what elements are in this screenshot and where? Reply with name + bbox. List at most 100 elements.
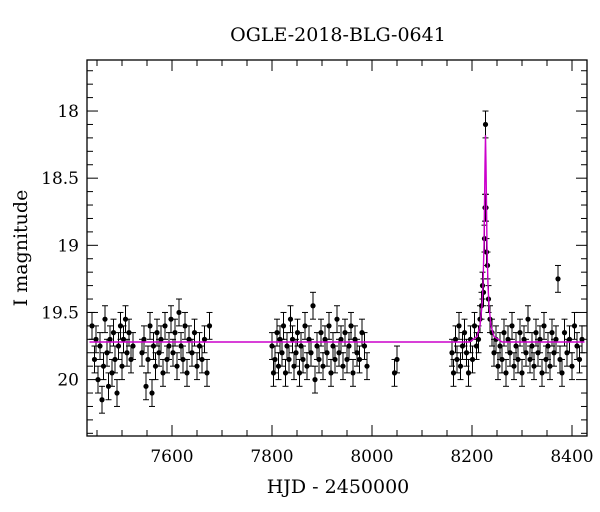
point-marker [107, 336, 113, 342]
point-marker [515, 356, 521, 363]
point-marker [99, 397, 105, 403]
data-point [272, 345, 278, 374]
point-marker [354, 350, 360, 356]
data-point [454, 345, 460, 374]
y-tick-label: 19 [57, 236, 79, 256]
data-point [141, 325, 147, 354]
data-point [300, 345, 306, 374]
data-point [160, 358, 166, 387]
data-point [168, 305, 174, 334]
point-marker [204, 370, 210, 376]
data-point [308, 338, 314, 367]
point-marker [150, 343, 157, 349]
point-marker [566, 336, 573, 342]
point-marker [449, 350, 455, 356]
point-marker [326, 323, 332, 329]
point-marker [529, 343, 535, 349]
data-point [547, 352, 553, 381]
point-marker [280, 323, 287, 329]
point-marker [289, 336, 296, 342]
point-marker [456, 323, 462, 329]
data-point [334, 305, 340, 334]
y-tick-label: 18 [57, 102, 79, 122]
point-marker [93, 336, 99, 342]
point-marker [519, 370, 525, 376]
chart-title: OGLE-2018-BLG-0641 [230, 24, 446, 46]
point-marker [346, 343, 352, 349]
point-marker [302, 323, 308, 329]
point-marker [537, 336, 543, 342]
point-marker [154, 330, 160, 336]
data-point [350, 358, 356, 387]
x-tick-label: 8000 [350, 447, 393, 467]
point-marker [191, 330, 198, 336]
data-point [318, 318, 324, 347]
point-marker [495, 363, 501, 369]
data-point [541, 311, 547, 340]
point-marker [571, 323, 578, 329]
data-point [204, 358, 210, 387]
point-marker [170, 350, 176, 356]
data-point [525, 305, 531, 334]
plot-frame [86, 59, 588, 437]
data-point [91, 345, 98, 374]
point-marker [110, 330, 117, 336]
point-marker [91, 356, 98, 363]
point-marker [533, 330, 539, 336]
point-marker [454, 356, 460, 363]
point-marker [523, 350, 529, 356]
point-marker [300, 356, 306, 363]
data-point [114, 379, 120, 407]
point-marker [457, 363, 464, 369]
point-marker [141, 336, 147, 342]
point-marker [308, 350, 314, 356]
point-marker [465, 370, 472, 376]
model-curve [89, 135, 585, 343]
x-tick-label: 7600 [150, 447, 193, 467]
data-point [107, 325, 113, 354]
data-point [99, 385, 105, 414]
data-point [559, 358, 565, 387]
point-marker [364, 363, 370, 369]
point-marker [507, 350, 513, 356]
point-marker [482, 121, 489, 128]
point-marker [559, 370, 565, 376]
data-point [147, 311, 153, 340]
point-marker [324, 350, 330, 356]
point-marker [318, 330, 324, 336]
point-marker [275, 363, 282, 369]
point-marker [147, 323, 153, 329]
data-point [201, 325, 208, 354]
data-point [122, 305, 129, 334]
data-point [356, 345, 363, 374]
point-marker [130, 343, 136, 349]
point-marker [100, 363, 107, 369]
data-point [482, 110, 489, 139]
point-marker [126, 330, 132, 336]
point-marker [499, 356, 505, 363]
data-point [312, 365, 318, 394]
data-point [364, 352, 370, 381]
data-point [509, 311, 515, 340]
point-marker [287, 316, 294, 322]
data-point [293, 338, 299, 367]
point-marker [162, 323, 168, 329]
point-marker [361, 343, 368, 349]
point-marker [172, 330, 178, 336]
data-point [174, 352, 180, 381]
data-point [569, 352, 575, 381]
data-point [523, 338, 529, 367]
point-marker [569, 363, 575, 369]
data-point [456, 311, 462, 340]
point-marker [511, 363, 517, 369]
y-tick-label: 19.5 [41, 303, 79, 323]
data-point [555, 264, 561, 293]
point-marker [501, 330, 507, 336]
point-marker [539, 370, 545, 376]
point-marker [176, 309, 182, 316]
point-marker [149, 390, 155, 396]
point-marker [553, 336, 559, 342]
data-point [553, 325, 559, 354]
data-point [184, 358, 190, 387]
point-marker [576, 356, 583, 363]
